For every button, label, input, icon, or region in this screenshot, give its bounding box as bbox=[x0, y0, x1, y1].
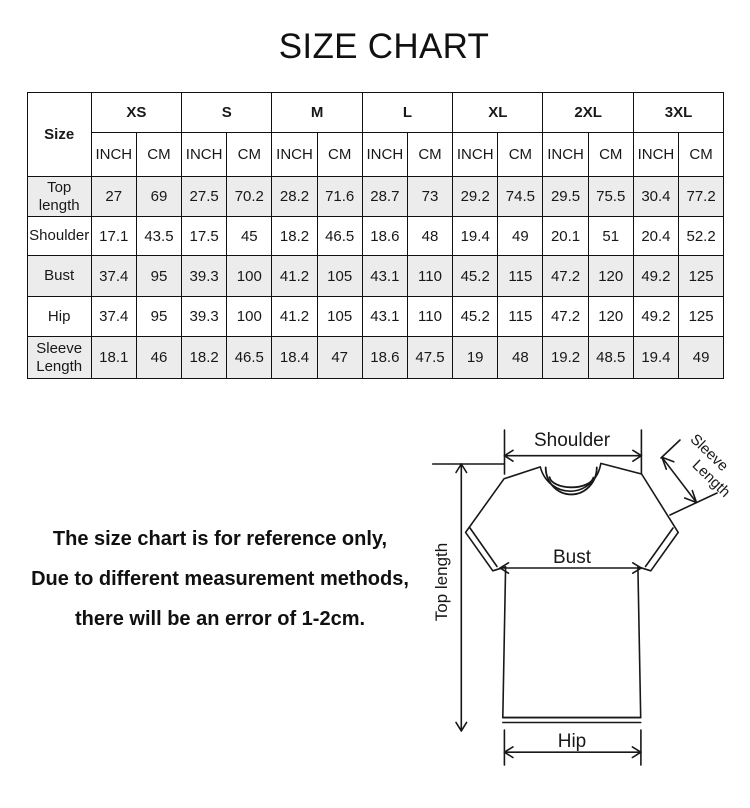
svg-text:Shoulder: Shoulder bbox=[534, 430, 611, 451]
svg-text:Bust: Bust bbox=[553, 547, 592, 568]
svg-text:Top length: Top length bbox=[432, 543, 451, 621]
svg-text:Hip: Hip bbox=[558, 731, 587, 752]
